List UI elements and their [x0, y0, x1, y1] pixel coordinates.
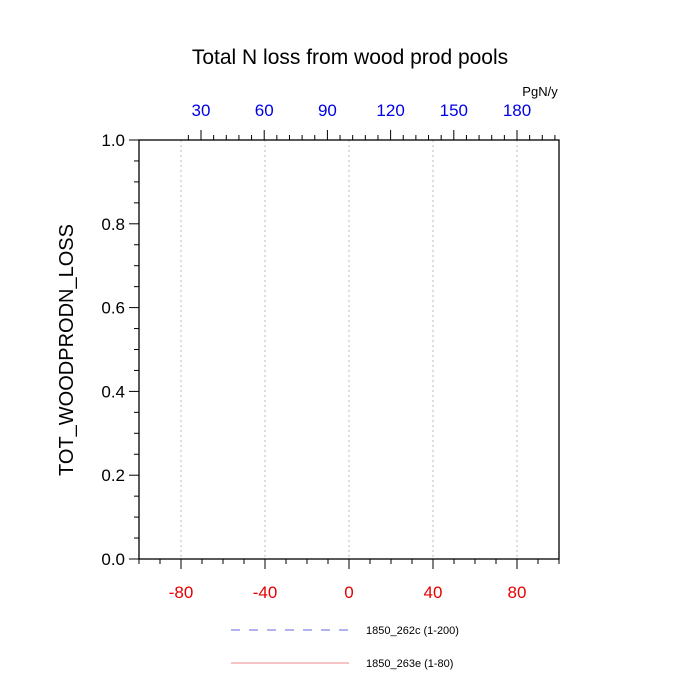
grid-lines — [180, 140, 518, 559]
top-tick-label: 180 — [503, 101, 531, 120]
y-tick-label: 0.0 — [101, 550, 125, 569]
x-tick-label: 0 — [344, 583, 353, 602]
y-tick-label: 0.8 — [101, 215, 125, 234]
tick-labels: -80 -40 0 40 80 30 60 90 120 150 180 0.0 0.2 0.4 0.6 0.… — [101, 101, 531, 602]
chart-title: Total N loss from wood prod pools — [192, 46, 508, 69]
legend-label: 1850_262c (1-200) — [366, 625, 459, 637]
legend-label: 1850_263e (1-80) — [366, 658, 453, 670]
top-tick-label: 90 — [318, 101, 337, 120]
top-tick-label: 60 — [255, 101, 274, 120]
x-tick-label: 40 — [424, 583, 443, 602]
top-axis-unit: PgN/y — [522, 84, 558, 99]
top-tick-label: 120 — [376, 101, 404, 120]
tick-marks — [129, 130, 560, 569]
x-tick-label: -80 — [169, 583, 194, 602]
y-tick-label: 0.6 — [101, 299, 125, 318]
x-tick-label: 80 — [508, 583, 527, 602]
y-tick-label: 0.4 — [101, 382, 125, 401]
y-tick-label: 1.0 — [101, 131, 125, 150]
x-tick-label: -40 — [253, 583, 278, 602]
y-axis-label: TOT_WOODPRODN_LOSS — [56, 224, 78, 476]
top-tick-label: 150 — [440, 101, 468, 120]
y-tick-label: 0.2 — [101, 466, 125, 485]
top-tick-label: 30 — [192, 101, 211, 120]
legend: 1850_262c (1-200) 1850_263e (1-80) — [231, 625, 459, 670]
